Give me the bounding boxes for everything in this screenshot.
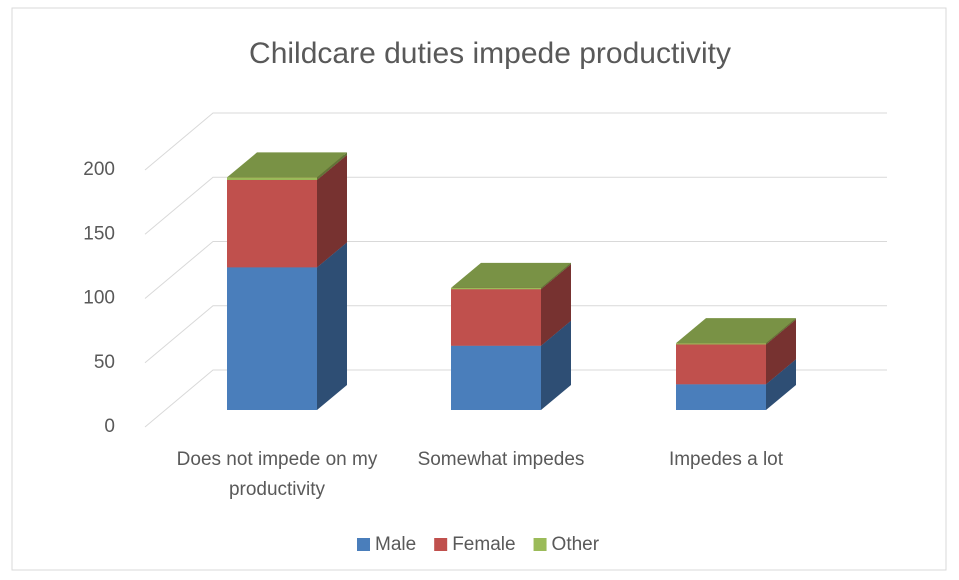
grid-line xyxy=(144,305,887,364)
grid-line xyxy=(144,176,887,235)
bar-side xyxy=(541,262,571,290)
bar-front xyxy=(451,345,541,410)
bar-side xyxy=(317,154,347,268)
grid-line xyxy=(144,241,887,299)
bar-front xyxy=(451,287,541,290)
bar-front xyxy=(227,179,317,268)
y-tick-label: 0 xyxy=(104,416,115,437)
legend-swatch xyxy=(434,538,448,551)
x-tick-label: Somewhat impedes xyxy=(417,449,585,470)
legend-swatch xyxy=(357,538,370,551)
bar-top xyxy=(227,152,347,178)
x-tick-label: Does not impede on my productivity xyxy=(176,449,378,500)
bar-top xyxy=(676,318,796,344)
bar-side xyxy=(541,320,571,410)
legend-label: Male xyxy=(375,534,416,555)
bar-top xyxy=(451,262,571,288)
y-tick-label: 50 xyxy=(94,352,115,373)
bar-side xyxy=(317,152,347,180)
bar-side xyxy=(766,359,796,410)
bar-side xyxy=(766,319,796,385)
bar-front xyxy=(676,343,766,345)
grid-line xyxy=(144,369,887,428)
bar-front xyxy=(227,177,317,180)
grid-line xyxy=(144,112,887,171)
legend-label: Other xyxy=(552,534,600,555)
y-tick-label: 100 xyxy=(83,288,115,309)
bar-side xyxy=(317,242,347,410)
y-tick-label: 200 xyxy=(83,159,115,180)
bar-side xyxy=(766,318,796,345)
chart-title: Childcare duties impede productivity xyxy=(249,37,731,70)
bar-front xyxy=(227,267,317,410)
bar-front xyxy=(451,289,541,346)
legend-swatch xyxy=(533,538,547,551)
y-tick-label: 150 xyxy=(83,223,115,244)
bar-side xyxy=(541,264,571,346)
bar-front xyxy=(676,344,766,385)
x-tick-label: Impedes a lot xyxy=(668,449,784,470)
bar-front xyxy=(676,384,766,410)
legend-label: Female xyxy=(452,534,515,555)
